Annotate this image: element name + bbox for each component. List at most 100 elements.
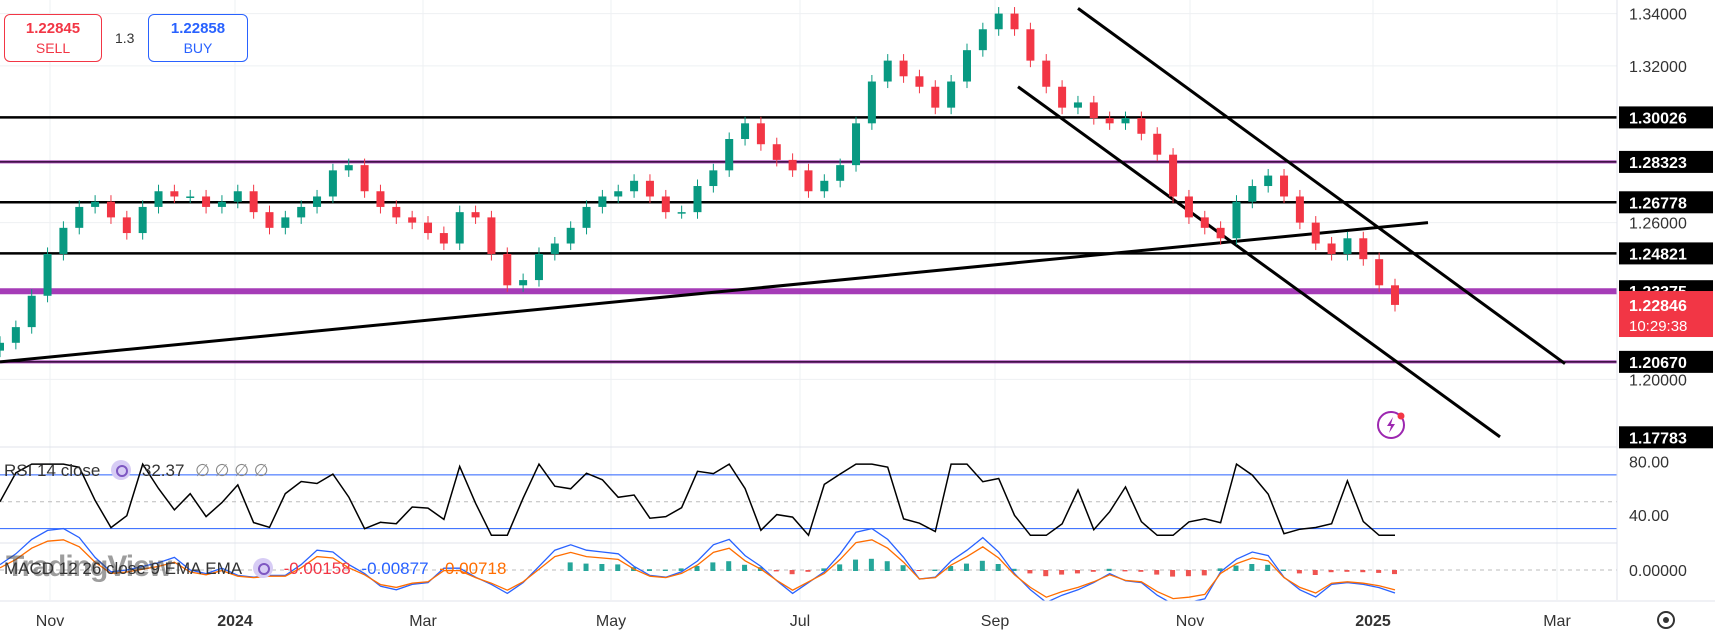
candle-body <box>122 217 131 234</box>
macd-hist-bar <box>1027 570 1033 574</box>
candle-body <box>344 165 353 171</box>
macd-hist-bar <box>1344 570 1350 572</box>
level-label: 1.28323 <box>1629 155 1687 172</box>
signal-line <box>0 539 1396 600</box>
rsi-legend[interactable]: RSI 14 close 32.37 ∅ ∅ ∅ ∅ <box>4 460 275 481</box>
candle-body <box>0 342 4 351</box>
macd-hist-bar <box>1043 570 1049 577</box>
candle-body <box>471 212 480 218</box>
candle-body <box>883 60 892 82</box>
macd-hist-bar <box>948 566 954 571</box>
macd-hist-bar <box>1233 565 1239 571</box>
macd-hist-bar <box>1059 570 1065 575</box>
macd-hist-bar <box>646 569 652 571</box>
countdown-label: 10:29:38 <box>1629 318 1687 335</box>
gear-icon <box>1657 611 1675 629</box>
x-tick-label: Jul <box>790 613 810 630</box>
candlesticks <box>0 7 1399 358</box>
candle-body <box>1216 227 1225 239</box>
candle-body <box>186 196 195 198</box>
x-tick-label: 2024 <box>217 613 253 630</box>
candle-body <box>962 50 971 82</box>
macd-hist-bar <box>773 570 779 572</box>
macd-value: -0.00158 <box>283 559 351 578</box>
candle-body <box>1200 217 1209 228</box>
candle-body <box>550 243 559 254</box>
candle-body <box>1026 29 1035 61</box>
candle-body <box>582 206 591 228</box>
macd-hist-bar <box>1154 570 1160 575</box>
rsi-extra: ∅ ∅ ∅ ∅ <box>195 461 269 480</box>
macd-hist-bar <box>1312 570 1318 575</box>
spread-value: 1.3 <box>115 30 135 46</box>
level-label-bg <box>1619 242 1713 265</box>
macd-hist-bar <box>1360 570 1366 573</box>
candle-body <box>661 196 670 213</box>
candle-body <box>1264 175 1273 187</box>
grid <box>0 0 1715 600</box>
macd-hist-bar <box>1328 570 1334 573</box>
candle-body <box>138 206 147 234</box>
candle-body <box>772 144 781 160</box>
macd-hist-bar <box>1392 570 1397 575</box>
macd-hist-bar <box>1217 568 1223 571</box>
macd-hist-bar <box>1201 570 1207 576</box>
candle-body <box>1184 196 1193 218</box>
rsi-pane <box>0 462 1617 537</box>
macd-legend[interactable]: MACD 12 26 close 9 EMA EMA -0.00158 -0.0… <box>4 558 512 579</box>
candle-body <box>693 186 702 213</box>
candle-body <box>91 201 100 207</box>
settings-icon[interactable] <box>252 558 273 578</box>
macd-hist-bar <box>1376 570 1382 573</box>
candle-body <box>645 180 654 197</box>
macd-hist-bar <box>1185 570 1191 577</box>
sell-button[interactable]: 1.22845 SELL <box>4 14 102 62</box>
level-label: 1.24821 <box>1629 246 1687 263</box>
macd-hist-bar <box>1281 569 1287 571</box>
y-tick-label: 1.32000 <box>1629 59 1687 76</box>
macd-hist-bar <box>1090 570 1096 572</box>
rsi-tick-label: 40.00 <box>1629 508 1669 525</box>
level-label-bg <box>1619 150 1713 173</box>
settings-icon[interactable] <box>111 460 132 480</box>
level-label-bg <box>1619 106 1713 129</box>
macd-hist-bar <box>583 563 589 571</box>
candle-body <box>1010 13 1019 30</box>
macd-hist-bar <box>1122 570 1128 572</box>
macd-hist-bar <box>916 570 922 571</box>
candle-body <box>1280 175 1289 197</box>
candle-body <box>265 212 274 228</box>
candle-body <box>1375 259 1384 286</box>
level-label: 1.20670 <box>1629 355 1687 372</box>
candle-body <box>899 60 908 77</box>
macd-hist-bar <box>805 570 811 572</box>
level-label: 1.30026 <box>1629 110 1687 127</box>
buy-price: 1.22858 <box>170 20 226 37</box>
candle-body <box>820 180 829 192</box>
candle-body <box>11 327 20 343</box>
level-label-bg <box>1619 350 1713 373</box>
macd-pane <box>0 527 1617 605</box>
macd-hist-bar <box>963 563 969 571</box>
macd-hist-bar <box>1296 570 1302 574</box>
buy-button[interactable]: 1.22858 BUY <box>148 14 248 62</box>
macd-hist-bar <box>837 564 843 571</box>
candle-body <box>1089 102 1098 119</box>
macd-hist-bar <box>1138 570 1144 572</box>
trendlines <box>0 7 1566 439</box>
macd-tick-label: 0.00000 <box>1629 563 1687 580</box>
notification-dot <box>1397 412 1405 420</box>
candle-body <box>931 86 940 108</box>
sell-label: SELL <box>35 40 71 56</box>
level-label: 1.26778 <box>1629 195 1687 212</box>
candle-body <box>408 217 417 223</box>
candle-body <box>1121 118 1130 124</box>
level-label-bg <box>1619 426 1713 449</box>
candle-body <box>867 81 876 124</box>
macd-hist-bar <box>789 570 795 575</box>
candle-body <box>519 280 528 286</box>
candle-body <box>455 212 464 244</box>
macd-hist-bar <box>900 565 906 571</box>
